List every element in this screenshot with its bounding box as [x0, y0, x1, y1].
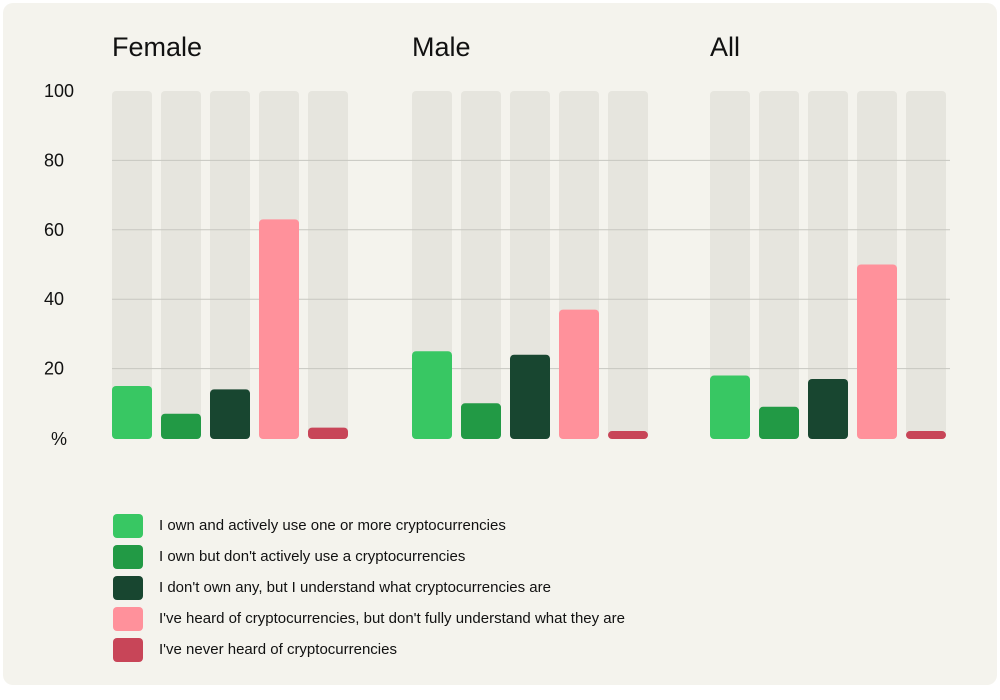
legend-label: I own and actively use one or more crypt…	[159, 517, 506, 534]
panel-title: Female	[112, 32, 202, 62]
bar-all-4	[857, 264, 897, 439]
panel-title: All	[710, 32, 740, 62]
y-tick-label: 20	[44, 359, 64, 379]
bar-female-4	[259, 219, 299, 439]
legend-label: I don't own any, but I understand what c…	[159, 579, 551, 596]
bar-track	[808, 91, 848, 438]
y-tick-label: 40	[44, 289, 64, 309]
y-tick-label: 60	[44, 220, 64, 240]
legend-label: I've never heard of cryptocurrencies	[159, 641, 397, 658]
bar-track	[308, 91, 348, 438]
legend-item: I don't own any, but I understand what c…	[113, 572, 625, 603]
bar-all-1	[710, 375, 750, 439]
bar-track	[510, 91, 550, 438]
legend-swatch	[113, 637, 143, 662]
bar-track	[461, 91, 501, 438]
legend-swatch	[113, 513, 143, 538]
bar-female-5	[308, 427, 348, 439]
bar-track	[710, 91, 750, 438]
legend-swatch	[113, 575, 143, 600]
legend-label: I've heard of cryptocurrencies, but don'…	[159, 610, 625, 627]
bar-female-1	[112, 385, 152, 439]
legend-item: I own but don't actively use a cryptocur…	[113, 541, 625, 572]
legend-item: I've never heard of cryptocurrencies	[113, 634, 625, 665]
y-axis: 20 40 60 80 100%	[44, 81, 74, 449]
bar-all-5	[906, 431, 946, 439]
bar-all-3	[808, 379, 848, 439]
bar-female-2	[161, 413, 201, 439]
bar-track	[161, 91, 201, 438]
panel-female: Female	[112, 32, 348, 438]
bar-track	[210, 91, 250, 438]
bar-track	[112, 91, 152, 438]
bar-all-2	[759, 406, 799, 439]
legend-item: I've heard of cryptocurrencies, but don'…	[113, 603, 625, 634]
legend-swatch	[113, 544, 143, 569]
legend-label: I own but don't actively use a cryptocur…	[159, 548, 466, 565]
panel-title: Male	[412, 32, 471, 62]
y-tick-label: 100	[44, 81, 74, 101]
bar-male-3	[510, 354, 550, 439]
bar-male-2	[461, 403, 501, 439]
bar-male-5	[608, 431, 648, 439]
legend-swatch	[113, 606, 143, 631]
y-unit-label: %	[51, 429, 67, 449]
bar-male-4	[559, 309, 599, 439]
legend: I own and actively use one or more crypt…	[113, 510, 625, 665]
bar-male-1	[412, 351, 452, 439]
bar-track	[608, 91, 648, 438]
y-tick-label: 80	[44, 150, 64, 170]
bar-track	[759, 91, 799, 438]
legend-item: I own and actively use one or more crypt…	[113, 510, 625, 541]
bar-female-3	[210, 389, 250, 439]
bar-track	[906, 91, 946, 438]
bars	[112, 219, 946, 439]
